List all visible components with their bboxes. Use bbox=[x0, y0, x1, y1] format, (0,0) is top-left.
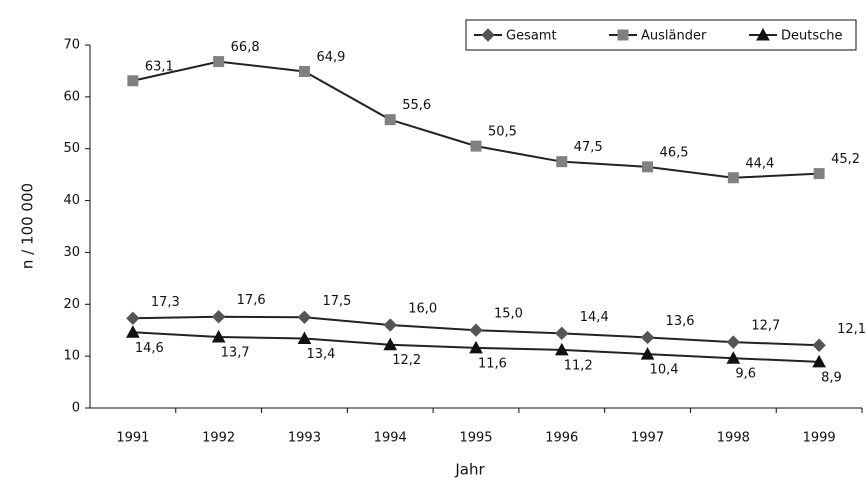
data-label: 12,1 bbox=[837, 322, 866, 337]
data-label: 47,5 bbox=[574, 140, 603, 155]
y-tick-label: 70 bbox=[63, 38, 80, 53]
marker bbox=[297, 310, 312, 324]
data-label: 12,2 bbox=[392, 353, 421, 368]
marker bbox=[469, 340, 483, 354]
data-label: 55,6 bbox=[402, 98, 431, 113]
y-tick-label: 20 bbox=[63, 297, 80, 312]
legend-marker bbox=[481, 28, 495, 42]
y-tick-label: 0 bbox=[72, 401, 80, 416]
marker bbox=[813, 168, 825, 180]
y-tick-label: 10 bbox=[63, 349, 80, 364]
marker bbox=[555, 326, 569, 341]
marker bbox=[211, 329, 226, 343]
data-label: 63,1 bbox=[145, 59, 174, 74]
x-tick-label: 1996 bbox=[545, 431, 578, 446]
marker bbox=[211, 310, 226, 324]
legend-label: Ausländer bbox=[641, 29, 707, 44]
marker bbox=[640, 347, 655, 360]
data-label: 66,8 bbox=[231, 40, 260, 55]
data-label: 45,2 bbox=[831, 152, 860, 167]
legend-label: Deutsche bbox=[781, 29, 843, 44]
marker bbox=[127, 75, 139, 87]
marker bbox=[726, 351, 741, 364]
data-label: 11,2 bbox=[564, 358, 593, 373]
data-label: 14,4 bbox=[580, 310, 609, 325]
y-axis-label: n / 100 000 bbox=[19, 183, 37, 269]
x-tick-label: 1998 bbox=[717, 431, 750, 446]
x-tick-label: 1995 bbox=[459, 431, 492, 446]
marker bbox=[126, 325, 140, 338]
marker bbox=[727, 172, 739, 184]
marker bbox=[126, 311, 140, 325]
data-label: 14,6 bbox=[135, 341, 164, 356]
data-label: 50,5 bbox=[488, 125, 517, 140]
marker bbox=[469, 323, 483, 337]
x-tick-label: 1991 bbox=[116, 431, 149, 446]
marker bbox=[470, 140, 482, 152]
marker bbox=[812, 338, 826, 352]
data-label: 15,0 bbox=[494, 307, 523, 322]
legend-marker bbox=[617, 29, 629, 41]
marker bbox=[642, 161, 654, 173]
data-label: 16,0 bbox=[408, 302, 437, 317]
marker bbox=[556, 156, 568, 168]
data-label: 44,4 bbox=[745, 156, 774, 171]
line bbox=[132, 60, 820, 179]
marker bbox=[812, 354, 826, 368]
data-label: 13,6 bbox=[666, 314, 695, 329]
legend-marker bbox=[756, 27, 770, 41]
data-label: 12,7 bbox=[751, 319, 780, 334]
marker bbox=[554, 342, 569, 356]
data-label: 11,6 bbox=[478, 356, 507, 371]
marker bbox=[384, 114, 396, 126]
data-label: 13,7 bbox=[221, 345, 250, 360]
marker bbox=[298, 65, 310, 77]
y-tick-label: 60 bbox=[63, 89, 80, 104]
data-label: 64,9 bbox=[316, 50, 345, 65]
marker bbox=[383, 337, 398, 351]
data-label: 17,5 bbox=[322, 294, 351, 309]
data-label: 10,4 bbox=[650, 363, 679, 378]
marker bbox=[383, 318, 397, 332]
marker bbox=[297, 331, 312, 345]
y-tick-label: 40 bbox=[63, 193, 80, 208]
data-label: 17,6 bbox=[237, 293, 266, 308]
data-label: 9,6 bbox=[735, 367, 756, 382]
x-tick-label: 1992 bbox=[202, 431, 235, 446]
y-tick-label: 50 bbox=[63, 141, 80, 156]
marker bbox=[213, 56, 225, 68]
legend-label: Gesamt bbox=[506, 29, 557, 44]
data-label: 46,5 bbox=[660, 145, 689, 160]
x-tick-label: 1997 bbox=[631, 431, 664, 446]
marker bbox=[726, 335, 741, 349]
y-tick-label: 30 bbox=[63, 245, 80, 260]
data-label: 13,4 bbox=[306, 347, 335, 362]
data-label: 8,9 bbox=[821, 370, 842, 385]
x-tick-label: 1999 bbox=[803, 431, 836, 446]
legend-box bbox=[465, 19, 857, 51]
x-tick-label: 1993 bbox=[288, 431, 321, 446]
data-label: 17,3 bbox=[151, 295, 180, 310]
x-tick-label: 1994 bbox=[374, 431, 407, 446]
marker bbox=[640, 330, 655, 345]
x-axis-label: Jahr bbox=[454, 461, 485, 479]
